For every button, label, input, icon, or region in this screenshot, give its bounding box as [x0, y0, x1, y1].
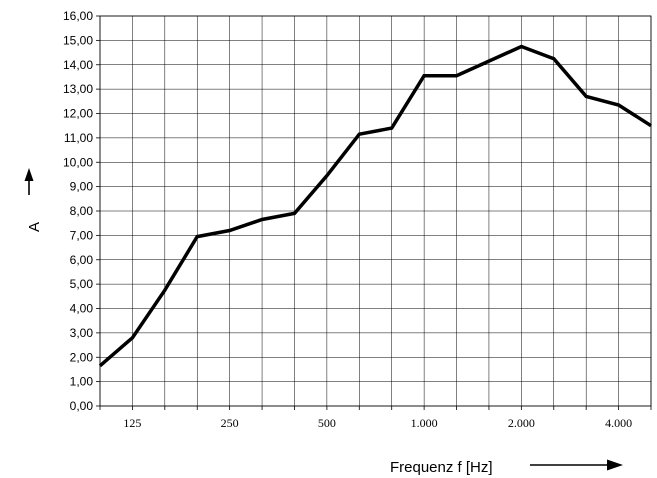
y-tick-label: 7,00: [70, 228, 94, 242]
x-tick-label: 4.000: [605, 416, 632, 430]
y-tick-label: 6,00: [70, 253, 94, 267]
y-tick-label: 5,00: [70, 277, 94, 291]
y-tick-label: 16,00: [63, 9, 93, 23]
y-tick-label: 14,00: [63, 58, 93, 72]
x-tick-label: 500: [318, 416, 336, 430]
x-tick-label: 250: [221, 416, 239, 430]
y-tick-label: 1,00: [70, 375, 94, 389]
x-tick-label: 2.000: [508, 416, 535, 430]
axis-ticks: [96, 15, 652, 410]
y-tick-label: 3,00: [70, 326, 94, 340]
y-tick-label: 15,00: [63, 33, 93, 47]
x-tick-labels: 125 250 500 1.000 2.000 4.000: [123, 416, 632, 430]
y-tick-label: 9,00: [70, 180, 94, 194]
x-axis-label: Frequenz f [Hz]: [390, 459, 493, 476]
y-tick-label: 2,00: [70, 350, 94, 364]
y-tick-label: 12,00: [63, 107, 93, 121]
y-tick-label: 13,00: [63, 82, 93, 96]
x-tick-label: 125: [123, 416, 141, 430]
y-tick-label: 0,00: [70, 399, 94, 413]
x-axis-arrow-icon: [530, 459, 623, 471]
y-axis-label: A: [26, 222, 43, 232]
y-tick-label: 11,00: [64, 131, 93, 145]
chart-series: [98, 44, 652, 368]
y-tick-label: 4,00: [70, 302, 94, 316]
y-tick-labels: 0,00 1,00 2,00 3,00 4,00 5,00 6,00 7,00 8,00 9,00…: [63, 9, 93, 413]
y-tick-label: 10,00: [63, 155, 93, 169]
y-tick-label: 8,00: [70, 204, 94, 218]
x-tick-label: 1.000: [411, 416, 438, 430]
series-line: [98, 44, 652, 368]
y-axis-arrow-icon: [24, 168, 34, 195]
